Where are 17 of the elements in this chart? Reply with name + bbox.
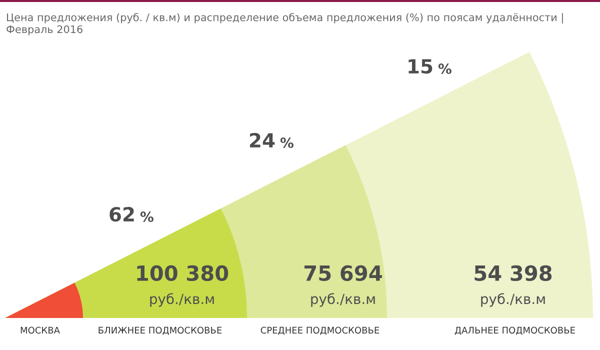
text: % [280,138,294,148]
text: руб./кв.м [311,293,375,307]
data-label: 100 380 [137,265,228,282]
text: % [140,212,154,222]
text: % [438,64,452,74]
text: руб./кв.м [150,293,214,307]
text: Цена предложения (руб. / кв.м) и распределение объема предложения (%) по поясам удалённости | Февраль 2016 [6,13,563,36]
data-label: 24 [250,132,275,148]
category-label: ДАЛЬНЕЕ ПОДМОСКОВЬЕ [454,326,575,335]
text: руб./кв.м [481,293,545,307]
data-label: 62 [110,206,134,222]
data-label: 15 [408,59,432,74]
category-label: МОСКВА [20,326,60,334]
category-label: БЛИЖНЕЕ ПОДМОСКОВЬЕ [98,326,222,335]
category-label: СРЕДНЕЕ ПОДМОСКОВЬЕ [260,326,380,335]
data-label: 75 694 [304,265,382,282]
data-label: 54 398 [474,265,552,282]
